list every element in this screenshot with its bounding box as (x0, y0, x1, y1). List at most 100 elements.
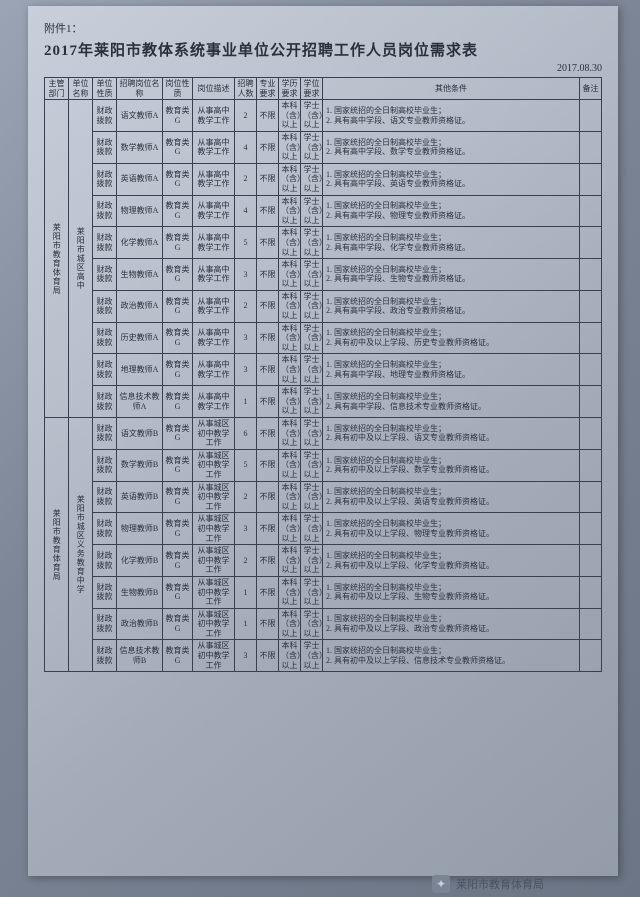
cell-pdesc: 从事高中教学工作 (193, 322, 235, 354)
cell-funds: 财政拨款 (93, 322, 117, 354)
table-row: 财政拨款地理教师A教育类G从事高中教学工作3不限本科（含）以上学士（含）以上1.… (45, 354, 602, 386)
cell-edu: 本科（含）以上 (279, 545, 301, 577)
cell-other: 1. 国家统招的全日制高校毕业生；2. 具有高中学段、数学专业教师资格证。 (323, 131, 580, 163)
cell-pdesc: 从事高中教学工作 (193, 163, 235, 195)
cell-pdesc: 从事城区初中教学工作 (193, 576, 235, 608)
table-row: 财政拨款英语教师B教育类G从事城区初中教学工作2不限本科（含）以上学士（含）以上… (45, 481, 602, 513)
cell-pname: 生物教师A (117, 259, 163, 291)
cell-edu: 本科（含）以上 (279, 513, 301, 545)
cell-count: 1 (235, 576, 257, 608)
cell-pdesc: 从事高中教学工作 (193, 386, 235, 418)
cell-other: 1. 国家统招的全日制高校毕业生；2. 具有高中学段、生物专业教师资格证。 (323, 259, 580, 291)
cell-funds: 财政拨款 (93, 576, 117, 608)
cell-pdesc: 从事高中教学工作 (193, 227, 235, 259)
cell-pname: 历史教师A (117, 322, 163, 354)
cell-note (580, 322, 602, 354)
cell-other: 1. 国家统招的全日制高校毕业生；2. 具有高中学段、物理专业教师资格证。 (323, 195, 580, 227)
cell-major: 不限 (257, 354, 279, 386)
cell-pnat: 教育类G (163, 354, 193, 386)
table-row: 财政拨款英语教师A教育类G从事高中教学工作2不限本科（含）以上学士（含）以上1.… (45, 163, 602, 195)
cell-pnat: 教育类G (163, 259, 193, 291)
cell-pnat: 教育类G (163, 290, 193, 322)
cell-pdesc: 从事城区初中教学工作 (193, 418, 235, 450)
cell-pdesc: 从事高中教学工作 (193, 131, 235, 163)
th-count: 招聘人数 (235, 78, 257, 100)
table-row: 财政拨款政治教师B教育类G从事城区初中教学工作1不限本科（含）以上学士（含）以上… (45, 608, 602, 640)
cell-count: 4 (235, 131, 257, 163)
cell-degree: 学士（含）以上 (301, 608, 323, 640)
cell-degree: 学士（含）以上 (301, 576, 323, 608)
cell-pname: 政治教师B (117, 608, 163, 640)
table-row: 财政拨款数学教师A教育类G从事高中教学工作4不限本科（含）以上学士（含）以上1.… (45, 131, 602, 163)
table-row: 财政拨款化学教师B教育类G从事城区初中教学工作2不限本科（含）以上学士（含）以上… (45, 545, 602, 577)
cell-other: 1. 国家统招的全日制高校毕业生；2. 具有高中学段、信息技术专业教师资格证。 (323, 386, 580, 418)
cell-unit: 莱阳市城区高中 (69, 100, 93, 418)
cell-pnat: 教育类G (163, 418, 193, 450)
cell-major: 不限 (257, 100, 279, 132)
cell-degree: 学士（含）以上 (301, 131, 323, 163)
cell-pname: 生物教师B (117, 576, 163, 608)
cell-edu: 本科（含）以上 (279, 227, 301, 259)
cell-count: 3 (235, 322, 257, 354)
document-date: 2017.08.30 (44, 63, 602, 74)
table-row: 莱阳市教育体育局莱阳市城区高中财政拨款语文教师A教育类G从事高中教学工作2不限本… (45, 100, 602, 132)
cell-major: 不限 (257, 259, 279, 291)
cell-major: 不限 (257, 576, 279, 608)
table-row: 莱阳市教育体育局莱阳市城区义务教育中学财政拨款语文教师B教育类G从事城区初中教学… (45, 418, 602, 450)
th-note: 备注 (580, 78, 602, 100)
cell-edu: 本科（含）以上 (279, 386, 301, 418)
cell-major: 不限 (257, 418, 279, 450)
table-row: 财政拨款历史教师A教育类G从事高中教学工作3不限本科（含）以上学士（含）以上1.… (45, 322, 602, 354)
cell-other: 1. 国家统招的全日制高校毕业生；2. 具有初中及以上学段、历史专业教师资格证。 (323, 322, 580, 354)
cell-degree: 学士（含）以上 (301, 545, 323, 577)
cell-note (580, 354, 602, 386)
cell-count: 5 (235, 449, 257, 481)
cell-degree: 学士（含）以上 (301, 290, 323, 322)
table-row: 财政拨款政治教师A教育类G从事高中教学工作2不限本科（含）以上学士（含）以上1.… (45, 290, 602, 322)
cell-edu: 本科（含）以上 (279, 576, 301, 608)
cell-funds: 财政拨款 (93, 513, 117, 545)
th-funds: 单位性质 (93, 78, 117, 100)
cell-count: 4 (235, 195, 257, 227)
cell-degree: 学士（含）以上 (301, 481, 323, 513)
cell-pdesc: 从事高中教学工作 (193, 195, 235, 227)
cell-other: 1. 国家统招的全日制高校毕业生；2. 具有高中学段、政治专业教师资格证。 (323, 290, 580, 322)
cell-major: 不限 (257, 513, 279, 545)
cell-pname: 英语教师B (117, 481, 163, 513)
cell-funds: 财政拨款 (93, 195, 117, 227)
cell-note (580, 576, 602, 608)
cell-major: 不限 (257, 195, 279, 227)
cell-funds: 财政拨款 (93, 290, 117, 322)
th-dept: 主管部门 (45, 78, 69, 100)
cell-other: 1. 国家统招的全日制高校毕业生；2. 具有初中及以上学段、生物专业教师资格证。 (323, 576, 580, 608)
cell-pnat: 教育类G (163, 100, 193, 132)
cell-pname: 语文教师B (117, 418, 163, 450)
cell-pname: 政治教师A (117, 290, 163, 322)
cell-major: 不限 (257, 227, 279, 259)
cell-major: 不限 (257, 386, 279, 418)
cell-funds: 财政拨款 (93, 131, 117, 163)
cell-count: 1 (235, 608, 257, 640)
cell-pdesc: 从事城区初中教学工作 (193, 608, 235, 640)
table-row: 财政拨款化学教师A教育类G从事高中教学工作5不限本科（含）以上学士（含）以上1.… (45, 227, 602, 259)
table-row: 财政拨款信息技术教师A教育类G从事高中教学工作1不限本科（含）以上学士（含）以上… (45, 386, 602, 418)
cell-note (580, 195, 602, 227)
cell-major: 不限 (257, 131, 279, 163)
table-row: 财政拨款生物教师A教育类G从事高中教学工作3不限本科（含）以上学士（含）以上1.… (45, 259, 602, 291)
cell-pnat: 教育类G (163, 545, 193, 577)
cell-pname: 语文教师A (117, 100, 163, 132)
cell-pnat: 教育类G (163, 608, 193, 640)
cell-count: 5 (235, 227, 257, 259)
cell-degree: 学士（含）以上 (301, 386, 323, 418)
cell-pname: 物理教师A (117, 195, 163, 227)
cell-count: 3 (235, 259, 257, 291)
cell-pname: 数学教师A (117, 131, 163, 163)
cell-note (580, 449, 602, 481)
cell-edu: 本科（含）以上 (279, 449, 301, 481)
cell-pname: 物理教师B (117, 513, 163, 545)
cell-edu: 本科（含）以上 (279, 195, 301, 227)
th-degree: 学位要求 (301, 78, 323, 100)
cell-count: 2 (235, 481, 257, 513)
cell-note (580, 545, 602, 577)
page-title: 2017年莱阳市教体系统事业单位公开招聘工作人员岗位需求表 (44, 39, 602, 60)
